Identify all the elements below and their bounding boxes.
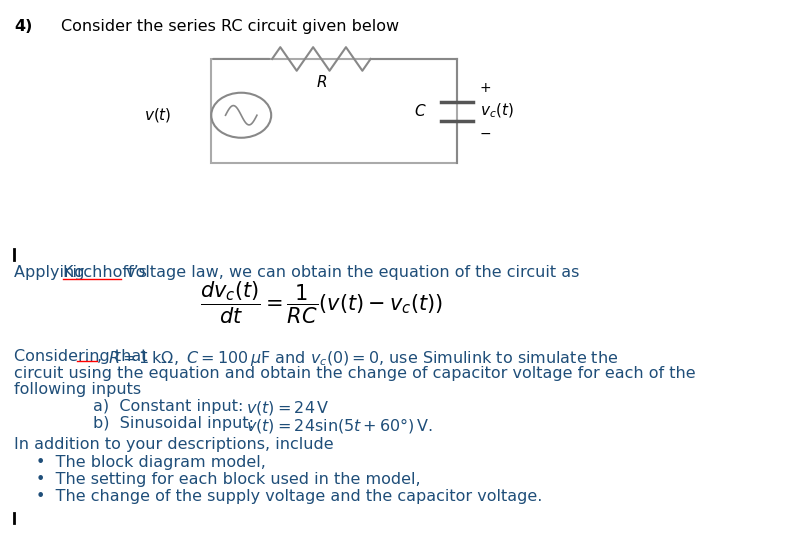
Text: Applying: Applying	[14, 265, 90, 280]
Text: a)  Constant input:: a) Constant input:	[93, 399, 243, 414]
Text: circuit using the equation and obtain the change of capacitor voltage for each o: circuit using the equation and obtain th…	[14, 366, 696, 381]
Text: $R = 1\,\mathrm{k\Omega},\ C = 100\,\mu\mathrm{F}$ and $v_c(0) = 0$, use Simulin: $R = 1\,\mathrm{k\Omega},\ C = 100\,\mu\…	[108, 349, 619, 368]
Text: •  The change of the supply voltage and the capacitor voltage.: • The change of the supply voltage and t…	[36, 489, 542, 504]
Text: following inputs: following inputs	[14, 382, 141, 397]
Text: voltage law, we can obtain the equation of the circuit as: voltage law, we can obtain the equation …	[121, 265, 580, 280]
Text: $\dfrac{dv_c(t)}{dt} = \dfrac{1}{RC}\left(v(t) - v_c(t)\right)$: $\dfrac{dv_c(t)}{dt} = \dfrac{1}{RC}\lef…	[200, 280, 442, 326]
Text: •  The setting for each block used in the model,: • The setting for each block used in the…	[36, 472, 420, 487]
Text: ,: ,	[97, 349, 113, 364]
Text: Consider the series RC circuit given below: Consider the series RC circuit given bel…	[60, 19, 399, 34]
Text: −: −	[480, 127, 492, 142]
Text: b)  Sinusoidal input:: b) Sinusoidal input:	[93, 416, 254, 431]
Text: +: +	[480, 81, 492, 95]
Text: $v_c(t)$: $v_c(t)$	[480, 102, 514, 121]
Text: $C$: $C$	[414, 103, 427, 119]
Text: $v(t) = 24\,\mathrm{V}$: $v(t) = 24\,\mathrm{V}$	[246, 399, 330, 418]
Text: Considering that: Considering that	[14, 349, 147, 364]
Text: $v(t)$: $v(t)$	[144, 106, 172, 124]
Text: $R$: $R$	[316, 74, 327, 90]
Text: Kirchhoff’s: Kirchhoff’s	[63, 265, 147, 280]
Text: In addition to your descriptions, include: In addition to your descriptions, includ…	[14, 437, 334, 452]
Text: 4): 4)	[14, 19, 33, 34]
Text: •  The block diagram model,: • The block diagram model,	[36, 455, 266, 470]
Text: $v(t) = 24\sin(5t + 60°)\,\mathrm{V.}$: $v(t) = 24\sin(5t + 60°)\,\mathrm{V.}$	[246, 416, 433, 435]
